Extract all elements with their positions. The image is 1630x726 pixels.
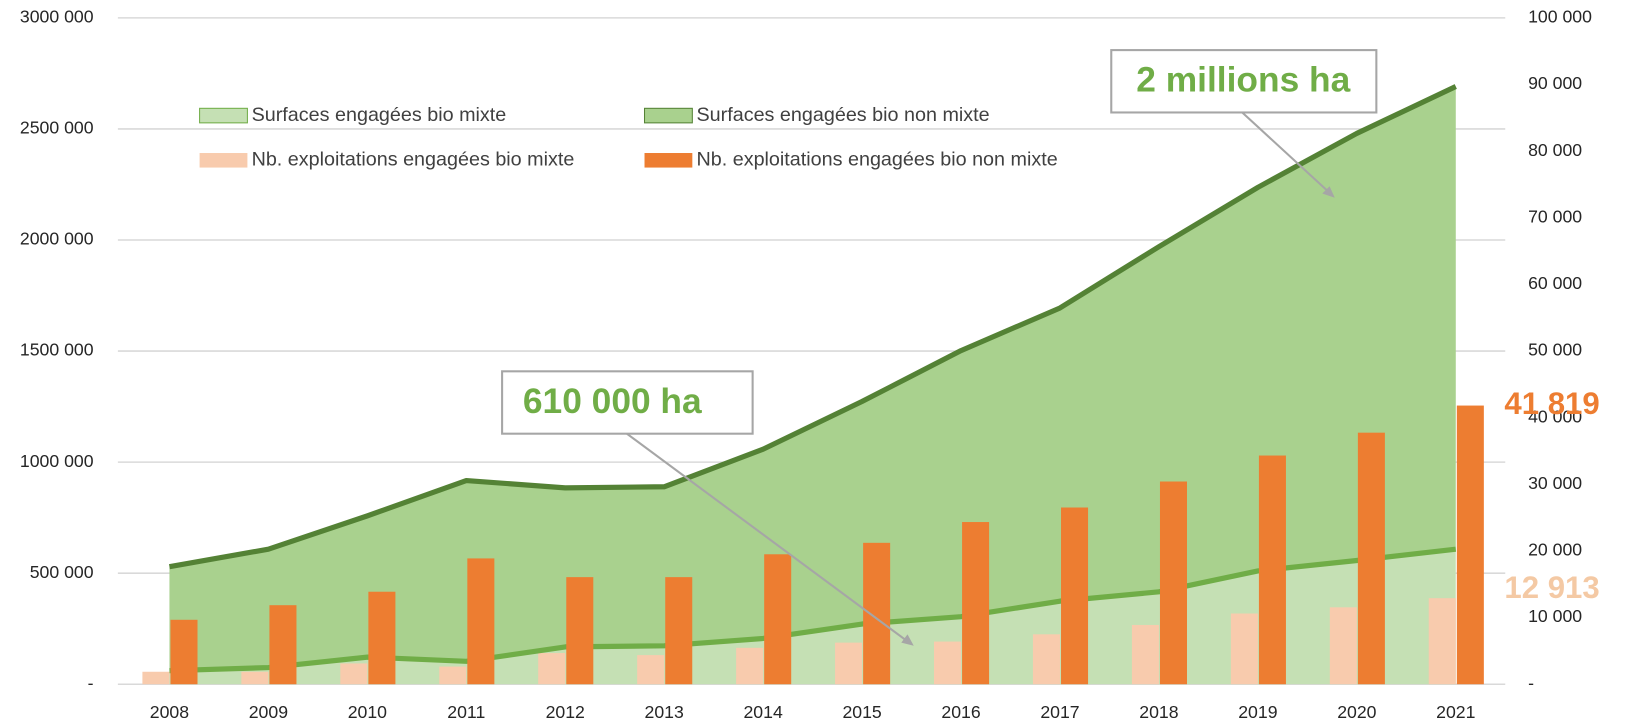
y-tick-label: 500 000 — [30, 562, 94, 582]
arrow-head — [901, 634, 914, 646]
arrow-head — [1322, 186, 1335, 198]
x-tick-label: 2011 — [447, 702, 485, 722]
y-tick-label: 3000 000 — [20, 7, 94, 27]
y2-tick-label: 80 000 — [1528, 140, 1582, 160]
x-tick-label: 2019 — [1238, 702, 1277, 722]
y2-tick-label: 10 000 — [1528, 606, 1582, 626]
bar — [1456, 405, 1484, 685]
y2-tick-label: 20 000 — [1528, 540, 1582, 560]
value-label: 12 913 — [1504, 570, 1599, 605]
bar — [1357, 432, 1385, 685]
bar — [1428, 598, 1456, 685]
bar — [1258, 455, 1286, 685]
x-tick-label: 2009 — [249, 702, 288, 722]
x-tick-label: 2010 — [348, 702, 387, 722]
x-tick-label: 2021 — [1436, 702, 1475, 722]
x-tick-label: 2014 — [743, 702, 782, 722]
bar — [665, 577, 693, 685]
annotation: 2 millions ha — [1136, 61, 1350, 100]
y2-tick-label: 70 000 — [1528, 206, 1582, 226]
bar — [1032, 634, 1060, 685]
y2-tick-label: 100 000 — [1528, 7, 1592, 27]
bar — [764, 554, 792, 685]
bar — [835, 642, 863, 685]
y2-tick-label: - — [1528, 673, 1534, 693]
bar — [467, 558, 495, 685]
bar — [368, 591, 396, 685]
y-tick-label: - — [88, 673, 94, 693]
bar — [439, 666, 467, 685]
x-tick-label: 2016 — [941, 702, 980, 722]
x-tick-label: 2018 — [1139, 702, 1178, 722]
bar — [142, 671, 170, 685]
x-tick-label: 2020 — [1337, 702, 1376, 722]
x-tick-label: 2015 — [842, 702, 881, 722]
legend-swatch — [199, 107, 248, 124]
annotation-arrow — [1241, 111, 1334, 197]
legend-label: Nb. exploitations engagées bio mixte — [252, 149, 575, 171]
bar — [1230, 613, 1258, 685]
bar — [538, 653, 566, 685]
bar — [1131, 624, 1159, 685]
y2-tick-label: 30 000 — [1528, 473, 1582, 493]
y2-tick-label: 90 000 — [1528, 73, 1582, 93]
legend-label: Surfaces engagées bio non mixte — [696, 104, 989, 126]
legend-label: Nb. exploitations engagées bio non mixte — [696, 149, 1057, 171]
y2-tick-label: 50 000 — [1528, 340, 1582, 360]
bar — [269, 605, 297, 685]
legend-swatch — [644, 153, 693, 168]
area — [169, 86, 1456, 671]
annotation-box — [1110, 49, 1378, 114]
bar — [962, 522, 990, 685]
y-tick-label: 1500 000 — [20, 340, 94, 360]
bar — [566, 577, 594, 685]
value-label: 41 819 — [1504, 386, 1599, 421]
y-tick-label: 2500 000 — [20, 118, 94, 138]
bar — [637, 655, 665, 685]
y-tick-label: 1000 000 — [20, 451, 94, 471]
y2-tick-label: 40 000 — [1528, 406, 1582, 426]
x-tick-label: 2012 — [546, 702, 585, 722]
annotation-box — [501, 370, 754, 435]
annotation: 610 000 ha — [523, 382, 702, 421]
bar — [736, 647, 764, 685]
area-line — [168, 84, 1457, 570]
legend-label: Surfaces engagées bio mixte — [252, 104, 507, 126]
bar — [1061, 507, 1089, 685]
legend-swatch — [199, 153, 248, 168]
x-tick-label: 2017 — [1040, 702, 1079, 722]
bar — [241, 671, 269, 685]
x-tick-label: 2013 — [645, 702, 684, 722]
bar — [863, 542, 891, 685]
bar — [1329, 607, 1357, 685]
overlay: 12 913 41 819 Surfaces engagées bio mixte S… — [168, 84, 1600, 685]
bar — [1159, 481, 1187, 685]
y2-tick-label: 60 000 — [1528, 273, 1582, 293]
y-tick-label: 2000 000 — [20, 229, 94, 249]
x-tick-label: 2008 — [150, 702, 189, 722]
legend-swatch — [643, 107, 693, 124]
bar — [340, 663, 368, 685]
grid: - 500 000 1000 000 1500 000 2000 000 2500 000… — [20, 7, 1592, 722]
bar — [170, 619, 198, 685]
annotation-arrow — [626, 432, 912, 645]
bar — [934, 641, 962, 685]
